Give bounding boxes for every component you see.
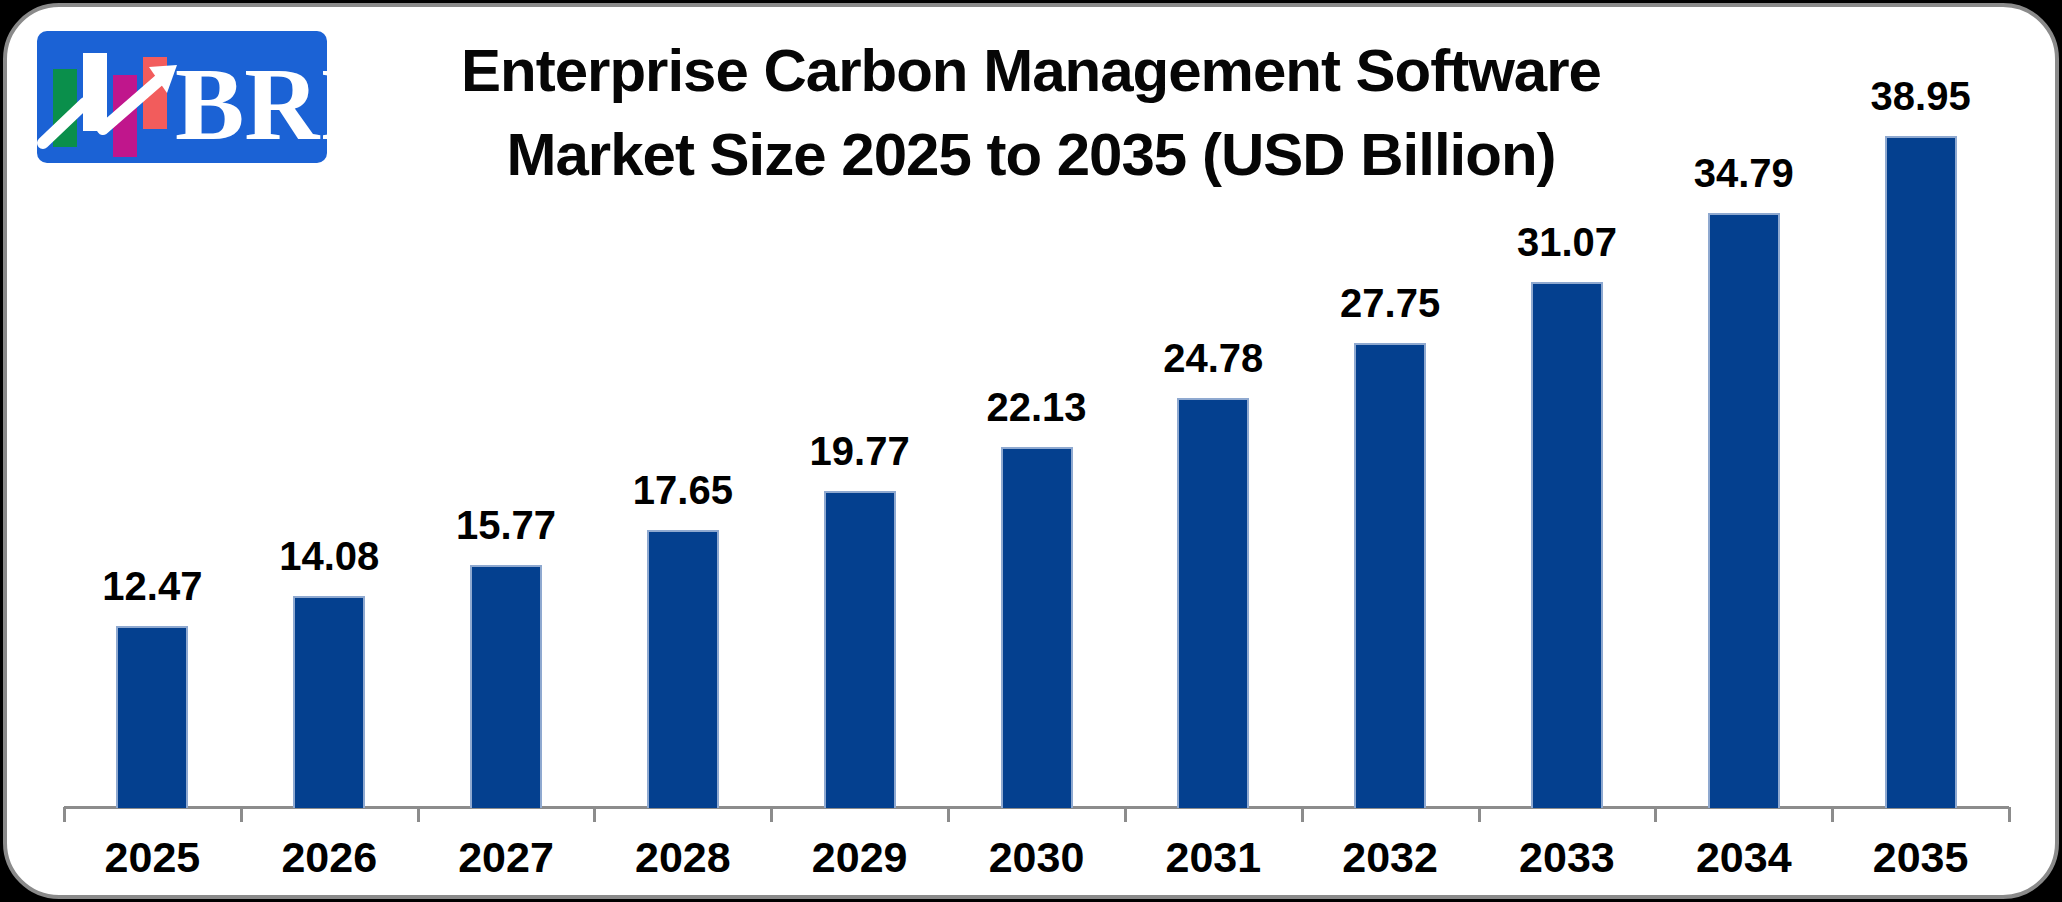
value-label-2027: 15.77 [456, 503, 556, 548]
x-axis-tick [1478, 807, 1481, 822]
bar-2033 [1531, 282, 1603, 808]
value-label-2033: 31.07 [1517, 220, 1617, 265]
x-axis-label-2030: 2030 [989, 833, 1085, 882]
x-axis-label-2033: 2033 [1519, 833, 1615, 882]
value-label-2032: 27.75 [1340, 281, 1440, 326]
x-axis-label-2034: 2034 [1696, 833, 1792, 882]
value-label-2030: 22.13 [986, 385, 1086, 430]
x-axis-tick [417, 807, 420, 822]
x-axis-label-2029: 2029 [812, 833, 908, 882]
bar-2034 [1708, 213, 1780, 808]
value-label-2031: 24.78 [1163, 336, 1263, 381]
x-axis-label-2028: 2028 [635, 833, 731, 882]
value-label-2025: 12.47 [102, 564, 202, 609]
x-axis-label-2031: 2031 [1165, 833, 1261, 882]
x-axis-tick [2008, 807, 2011, 822]
value-label-2029: 19.77 [810, 429, 910, 474]
x-axis-label-2035: 2035 [1873, 833, 1969, 882]
x-axis-tick [593, 807, 596, 822]
value-label-2028: 17.65 [633, 468, 733, 513]
value-label-2035: 38.95 [1871, 74, 1971, 119]
bar-2030 [1001, 447, 1073, 808]
bar-2032 [1354, 343, 1426, 808]
chart-title: Enterprise Carbon Management Software Ma… [267, 29, 1795, 197]
bar-2025 [116, 626, 188, 808]
x-axis-label-2027: 2027 [458, 833, 554, 882]
bar-2029 [824, 491, 896, 808]
chart-title-line1: Enterprise Carbon Management Software [267, 29, 1795, 113]
x-axis-tick [1831, 807, 1834, 822]
value-label-2026: 14.08 [279, 534, 379, 579]
x-axis-label-2025: 2025 [105, 833, 201, 882]
bar-2026 [293, 596, 365, 808]
bar-2027 [470, 565, 542, 808]
bar-2028 [647, 530, 719, 808]
x-axis-label-2032: 2032 [1342, 833, 1438, 882]
chart-card: BRI Enterprise Carbon Management Softwar… [3, 3, 2059, 899]
x-axis-tick [1124, 807, 1127, 822]
x-axis-tick [240, 807, 243, 822]
bar-2035 [1885, 136, 1957, 808]
x-axis-label-2026: 2026 [281, 833, 377, 882]
x-axis-tick [63, 807, 66, 822]
x-axis-tick [1301, 807, 1304, 822]
chart-title-line2: Market Size 2025 to 2035 (USD Billion) [267, 113, 1795, 197]
x-axis-tick [770, 807, 773, 822]
bar-2031 [1177, 398, 1249, 808]
x-axis-tick [947, 807, 950, 822]
x-axis-tick [1654, 807, 1657, 822]
